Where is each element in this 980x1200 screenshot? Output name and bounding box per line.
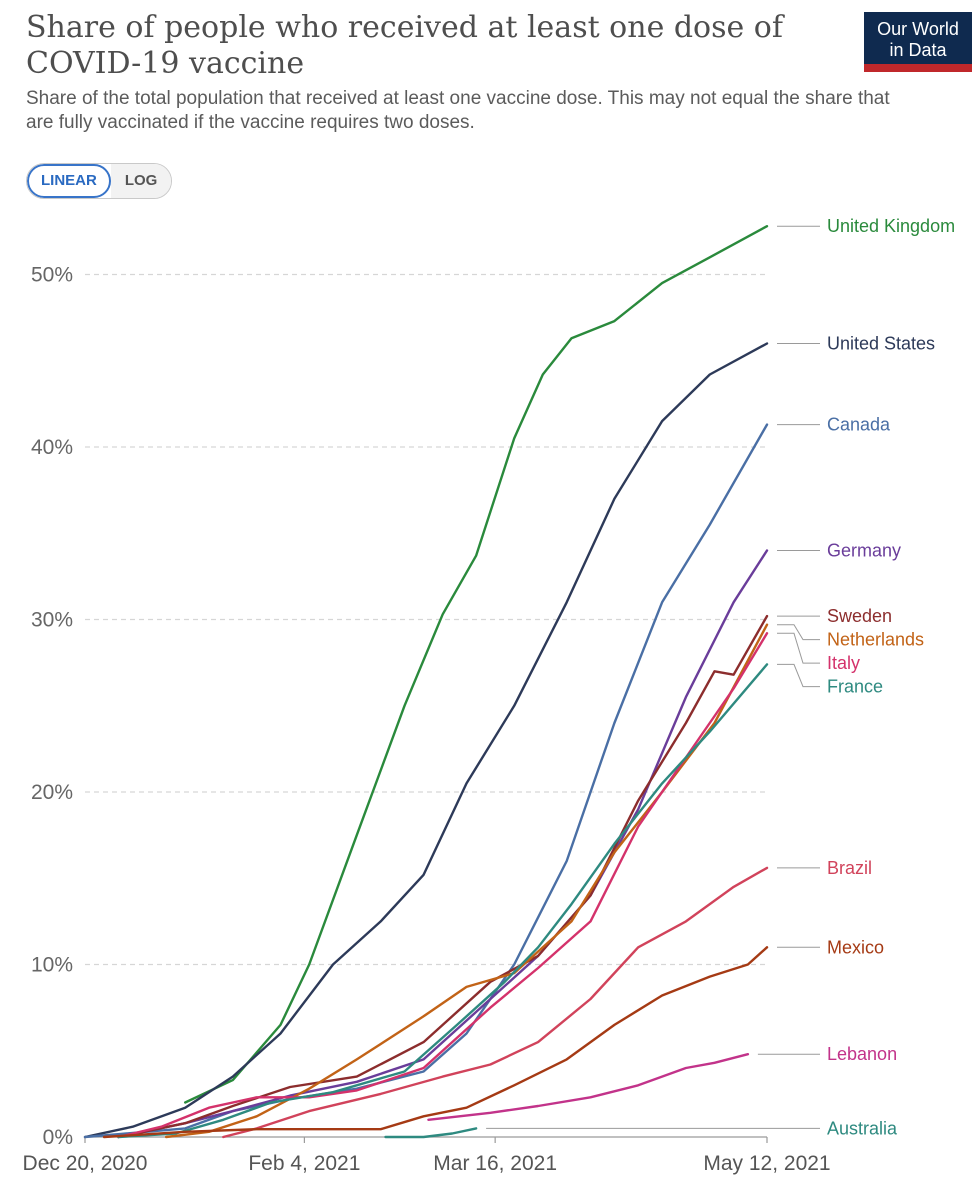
series-label-netherlands: Netherlands — [827, 630, 924, 650]
series-label-brazil: Brazil — [827, 858, 872, 878]
linear-scale-button[interactable]: LINEAR — [27, 164, 111, 198]
series-label-italy: Italy — [827, 653, 860, 673]
y-tick-label: 20% — [31, 781, 73, 804]
series-line-germany — [117, 549, 769, 1139]
y-tick-label: 0% — [43, 1126, 73, 1149]
leader-line-france — [777, 663, 820, 688]
series-line-australia — [384, 1127, 478, 1139]
leader-line-netherlands — [777, 624, 820, 641]
series-label-australia: Australia — [827, 1118, 898, 1138]
series-line-mexico — [102, 946, 769, 1139]
series-label-canada: Canada — [827, 415, 891, 435]
series-label-germany: Germany — [827, 541, 901, 561]
series-line-united-kingdom — [183, 224, 769, 1104]
series-label-united-kingdom: United Kingdom — [827, 216, 955, 236]
series-label-sweden: Sweden — [827, 606, 892, 626]
chart-title: Share of people who received at least on… — [26, 10, 783, 81]
series-line-brazil — [222, 866, 769, 1139]
leader-line-italy — [777, 632, 820, 664]
x-tick-label: May 12, 2021 — [703, 1152, 830, 1175]
y-tick-label: 30% — [31, 609, 73, 632]
chart-subtitle: Share of the total population that recei… — [26, 88, 890, 133]
y-tick-label: 10% — [31, 954, 73, 977]
series-label-lebanon: Lebanon — [827, 1044, 897, 1064]
logo-line-2: in Data — [889, 40, 947, 60]
x-tick-label: Dec 20, 2020 — [23, 1152, 148, 1175]
series-label-united-states: United States — [827, 334, 935, 354]
series-line-united-states — [83, 342, 769, 1139]
series-line-france — [117, 663, 769, 1139]
log-scale-button[interactable]: LOG — [110, 164, 172, 198]
scale-toggle: LINEAR LOG — [26, 163, 173, 199]
series-line-sweden — [117, 614, 769, 1139]
x-tick-label: Feb 4, 2021 — [248, 1152, 360, 1175]
series-label-mexico: Mexico — [827, 937, 884, 957]
series-line-italy — [117, 632, 769, 1139]
y-tick-label: 40% — [31, 436, 73, 459]
y-tick-label: 50% — [31, 264, 73, 287]
x-tick-label: Mar 16, 2021 — [433, 1152, 557, 1175]
series-line-lebanon — [427, 1052, 750, 1122]
owid-logo[interactable]: Our World in Data — [864, 12, 972, 72]
series-label-france: France — [827, 677, 883, 697]
logo-line-1: Our World — [877, 19, 959, 39]
series-line-netherlands — [164, 623, 769, 1139]
